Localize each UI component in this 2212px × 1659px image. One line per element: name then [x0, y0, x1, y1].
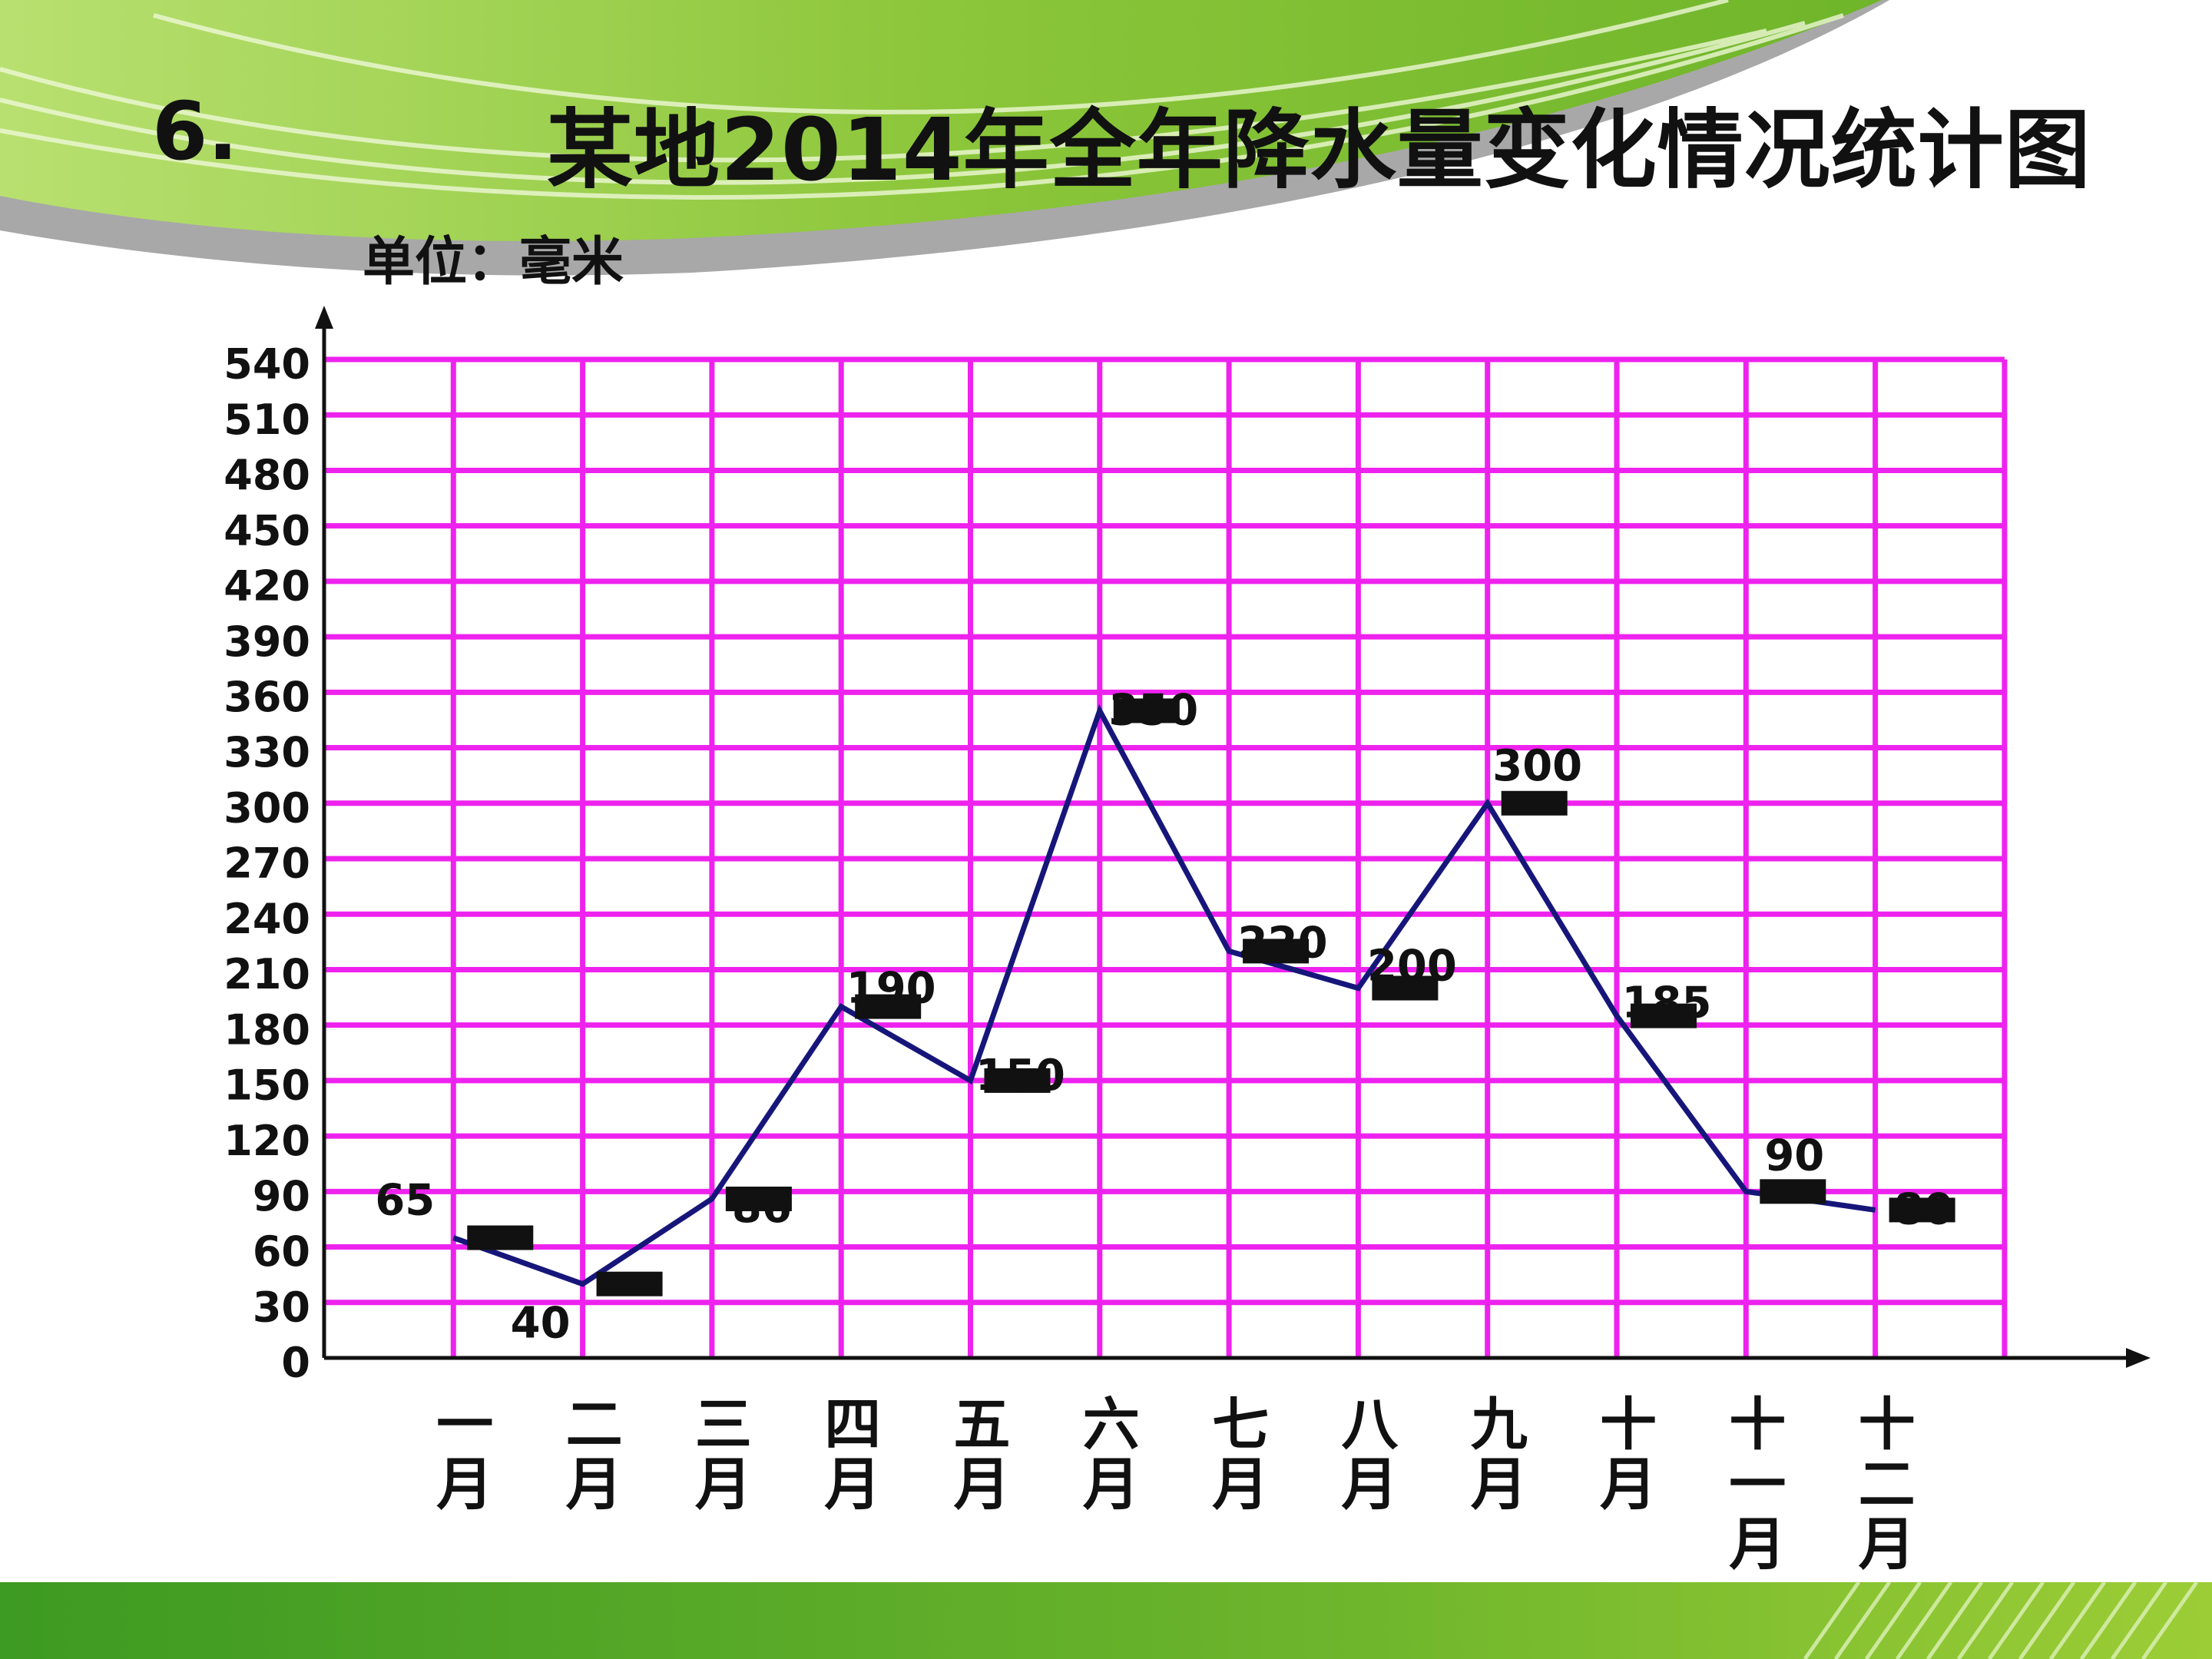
- point-marker: [984, 1068, 1051, 1093]
- x-tick-label: 月: [1859, 1512, 1916, 1578]
- data-label: 185: [1622, 979, 1712, 1028]
- y-axis-arrow: [315, 306, 333, 329]
- unit-label: 单位：毫米: [363, 232, 624, 293]
- y-tick-label: 270: [224, 839, 310, 888]
- y-axis-ticks: 0 30 60 90 120 150 180 210 240 270 300 330 360 390 420…: [224, 340, 310, 1387]
- x-tick-label: 一: [436, 1392, 493, 1458]
- y-tick-label: 240: [224, 895, 310, 943]
- chart-title: 某地2014年全年降水量变化情况统计图: [547, 101, 2091, 200]
- y-tick-label: 150: [224, 1061, 310, 1110]
- x-tick-label: 八: [1341, 1392, 1399, 1458]
- point-marker: [1760, 1179, 1826, 1204]
- x-tick-label: 月: [695, 1452, 752, 1518]
- data-label: 220: [1238, 918, 1328, 968]
- y-tick-label: 210: [224, 950, 310, 998]
- y-tick-label: 330: [224, 728, 310, 777]
- point-marker: [725, 1186, 792, 1211]
- x-tick-label: 二: [1859, 1452, 1916, 1518]
- x-tick-label: 月: [1212, 1452, 1269, 1518]
- top-white-streaks: [0, 0, 1844, 200]
- x-tick-label: 月: [1729, 1512, 1786, 1578]
- point-marker: [467, 1225, 534, 1250]
- top-green-swoosh: [0, 0, 1882, 241]
- y-tick-label: 120: [224, 1117, 310, 1165]
- x-tick-label: 十: [1729, 1392, 1786, 1458]
- data-label: 350: [1108, 685, 1198, 735]
- y-tick-label: 0: [281, 1339, 310, 1387]
- point-marker: [1501, 790, 1568, 816]
- x-tick-label: 月: [824, 1452, 881, 1518]
- data-label: 190: [846, 964, 936, 1014]
- y-tick-label: 540: [224, 340, 310, 389]
- x-tick-label: 七: [1212, 1392, 1269, 1458]
- data-label: 86: [732, 1183, 792, 1233]
- point-marker: [1113, 698, 1180, 724]
- y-tick-label: 390: [224, 618, 310, 666]
- point-marker: [596, 1271, 663, 1296]
- y-tick-label: 510: [224, 396, 310, 444]
- data-label: 40: [511, 1299, 571, 1349]
- x-tick-label: 月: [1600, 1452, 1657, 1518]
- x-tick-label: 九: [1471, 1392, 1528, 1458]
- chart-axes: [315, 306, 2151, 1368]
- data-label: 150: [975, 1051, 1065, 1101]
- point-marker: [855, 994, 922, 1019]
- x-tick-label: 月: [1341, 1452, 1398, 1518]
- data-label: 300: [1492, 741, 1582, 791]
- x-tick-label: 一: [1729, 1452, 1786, 1518]
- x-tick-label: 月: [436, 1452, 493, 1518]
- y-tick-label: 360: [224, 673, 310, 721]
- x-tick-label: 十: [1600, 1392, 1657, 1458]
- x-tick-label: 二: [566, 1392, 623, 1458]
- y-tick-label: 180: [224, 1005, 310, 1054]
- data-labels: 65 40 86 190 150 350 220 200 300 185 90 80: [375, 685, 1955, 1349]
- x-tick-label: 五: [954, 1392, 1011, 1458]
- x-tick-label: 十: [1859, 1392, 1916, 1458]
- x-tick-label: 月: [1471, 1452, 1528, 1518]
- series-rainfall: [452, 704, 1876, 1287]
- data-label: 65: [375, 1176, 435, 1226]
- x-axis-arrow: [2126, 1348, 2151, 1368]
- y-tick-label: 60: [253, 1227, 310, 1276]
- y-tick-label: 480: [224, 451, 310, 499]
- x-tick-label: 六: [1083, 1392, 1140, 1458]
- point-marker: [1889, 1197, 1955, 1223]
- bottom-stripes: [1803, 1581, 2199, 1659]
- x-tick-label: 四: [824, 1392, 881, 1458]
- point-marker: [1372, 975, 1439, 1001]
- y-tick-label: 420: [224, 562, 310, 611]
- question-number: 6.: [152, 84, 238, 178]
- data-label: 80: [1894, 1184, 1954, 1234]
- data-label: 200: [1367, 942, 1457, 992]
- point-marker: [1243, 939, 1310, 964]
- series-line: [452, 704, 1876, 1287]
- y-tick-label: 90: [253, 1172, 310, 1220]
- x-tick-label: 月: [954, 1452, 1011, 1518]
- y-tick-label: 450: [224, 506, 310, 555]
- x-tick-label: 三: [695, 1392, 752, 1458]
- chart-grid: [324, 356, 2008, 1358]
- x-tick-label: 月: [1083, 1452, 1140, 1518]
- y-tick-label: 300: [224, 783, 310, 832]
- data-label: 90: [1764, 1131, 1824, 1181]
- point-marker: [1631, 1003, 1697, 1028]
- x-tick-label: 月: [566, 1452, 623, 1518]
- y-tick-label: 30: [253, 1283, 310, 1331]
